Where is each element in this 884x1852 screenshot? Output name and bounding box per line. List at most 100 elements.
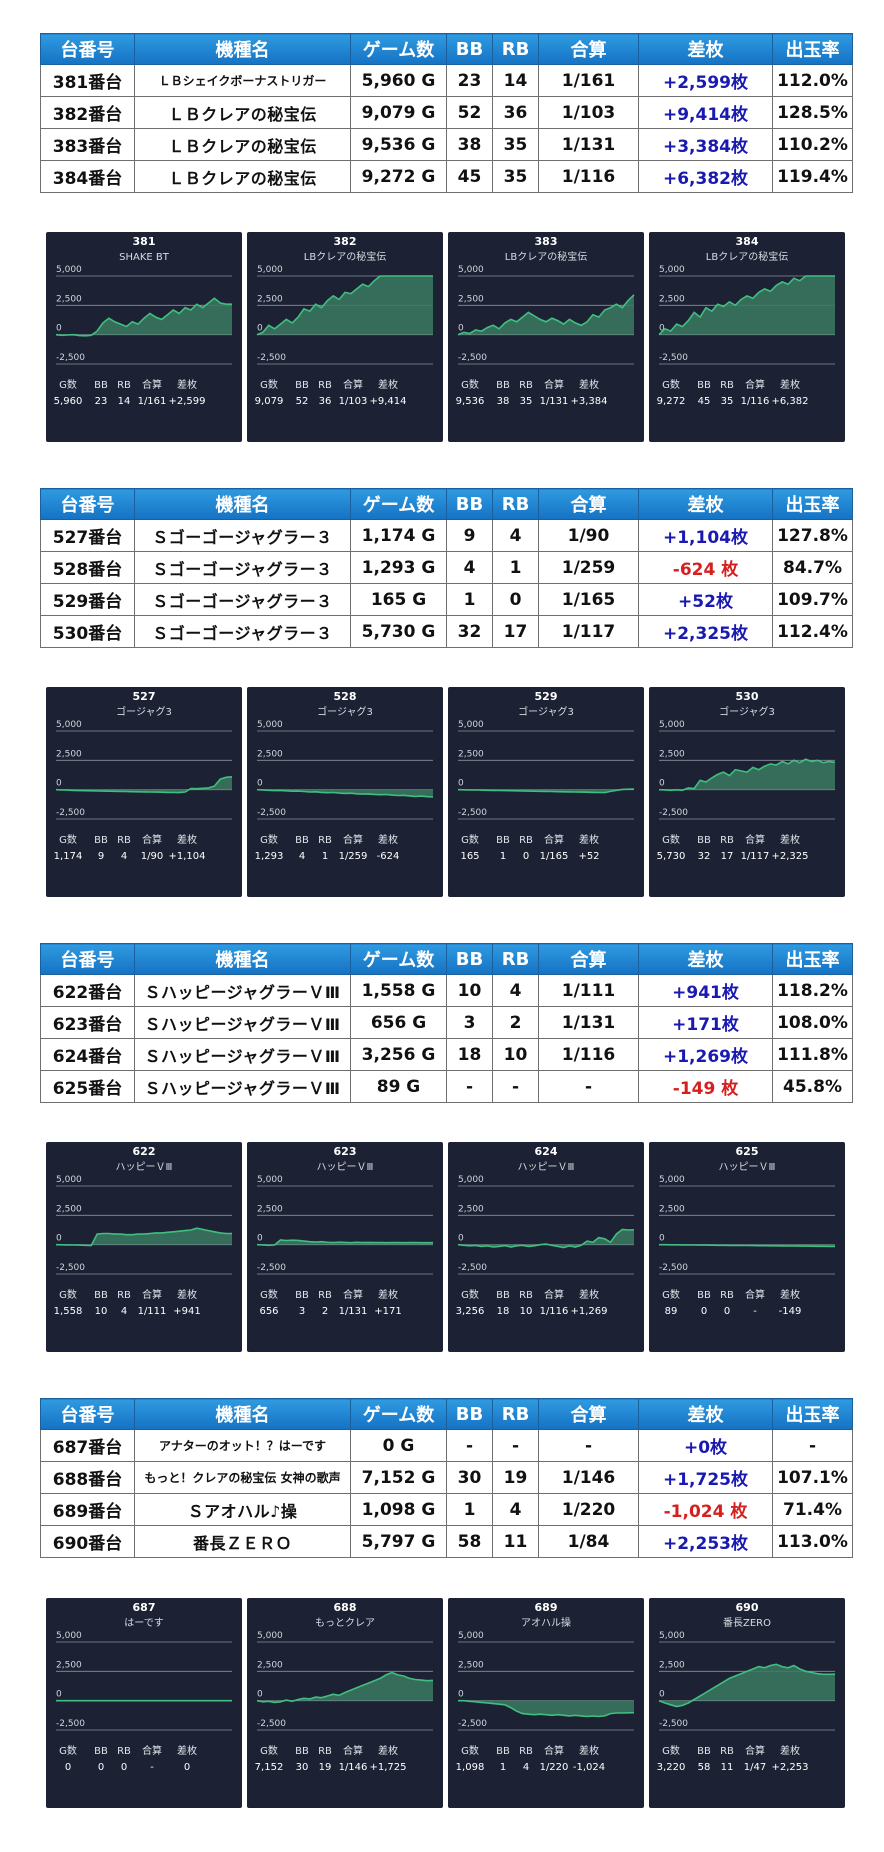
- table-row: 688番台 もっと！クレアの秘宝伝 女神の歌声 7,152 G 30 19 1/…: [40, 1461, 853, 1494]
- series-line: [658, 758, 836, 792]
- chart-svg: 688 もっとクレア 5,000 2,500 0 -2,500 G数 7,152 BB 30 RB 1…: [255, 1601, 434, 1773]
- stat-label: 合算: [544, 1744, 564, 1757]
- stat-value: 1/117: [741, 851, 770, 862]
- model-name: ＳハッピージャグラーＶⅢ: [134, 1038, 351, 1071]
- stat-value: +1,104: [168, 851, 205, 862]
- stat-value: 1/131: [339, 1306, 368, 1317]
- chart-svg: 689 アオハル操 5,000 2,500 0 -2,500 G数 1,098 BB 1 RB 4 合算…: [456, 1601, 635, 1773]
- stat-value: 165: [460, 851, 479, 862]
- diff-medals: +9,414枚: [638, 96, 773, 129]
- stat-label: 差枚: [579, 1744, 599, 1757]
- chart-card: 381 SHAKE BT 5,000 2,500 0 -2,500 G数 5,960 BB 23 R…: [46, 232, 242, 442]
- stat-label: 差枚: [177, 1288, 197, 1301]
- machine-no: 529番台: [40, 583, 135, 616]
- stat-label: BB: [496, 380, 510, 391]
- area-fill: [56, 298, 232, 336]
- model-name: ＬＢシェイクボーナストリガー: [134, 64, 351, 97]
- chart-svg: 690 番長ZERO 5,000 2,500 0 -2,500 G数 3,220 BB 58 RB 1…: [657, 1601, 836, 1773]
- y-tick-label: 0: [257, 1234, 263, 1244]
- header-model: 機種名: [134, 488, 351, 520]
- table-row: 383番台 ＬＢクレアの秘宝伝 9,536 G 38 35 1/131 +3,3…: [40, 128, 853, 161]
- stat-value: +941: [173, 1306, 200, 1317]
- chart-card: 689 アオハル操 5,000 2,500 0 -2,500 G数 1,098 BB 1 RB 4 合算…: [448, 1598, 644, 1808]
- bb-count: 32: [446, 615, 493, 648]
- stat-value: +52: [578, 851, 599, 862]
- stat-label: 差枚: [378, 833, 398, 846]
- stat-value: 1/161: [138, 396, 167, 407]
- header-model: 機種名: [134, 33, 351, 65]
- y-tick-label: 0: [257, 1690, 263, 1700]
- stat-value: 7,152: [255, 1762, 284, 1773]
- stat-value: +1,269: [570, 1306, 607, 1317]
- machine-no: 384番台: [40, 160, 135, 193]
- table-row: 382番台 ＬＢクレアの秘宝伝 9,079 G 52 36 1/103 +9,4…: [40, 96, 853, 129]
- stat-label: 合算: [142, 833, 162, 846]
- stat-value: 1: [322, 851, 328, 862]
- y-tick-label: 5,000: [659, 265, 685, 275]
- stat-label: 合算: [343, 1744, 363, 1757]
- stat-label: 合算: [745, 833, 765, 846]
- stat-label: RB: [117, 1290, 131, 1301]
- stat-label: RB: [318, 1290, 332, 1301]
- y-tick-label: 5,000: [56, 265, 82, 275]
- payout-rate: 113.0%: [772, 1525, 853, 1558]
- table-header-row: 台番号 機種名 ゲーム数 BB RB 合算 差枚 出玉率: [40, 1398, 853, 1430]
- chart-svg: 529 ゴージャグ3 5,000 2,500 0 -2,500 G数 165 BB 1 RB 0 合算 1…: [457, 690, 635, 862]
- header-combined: 合算: [538, 33, 639, 65]
- games: 1,174 G: [350, 519, 447, 552]
- stat-label: BB: [295, 835, 309, 846]
- stat-label: 差枚: [378, 378, 398, 391]
- machine-no: 623番台: [40, 1006, 135, 1039]
- stat-value: 35: [520, 396, 533, 407]
- payout-rate: 84.7%: [772, 551, 853, 584]
- rb-count: 0: [492, 583, 539, 616]
- header-games: ゲーム数: [350, 488, 447, 520]
- chart-svg: 624 ハッピーＶⅢ 5,000 2,500 0 -2,500 G数 3,256 BB 18 RB 1…: [456, 1145, 635, 1317]
- y-tick-label: 5,000: [257, 1631, 283, 1641]
- stat-value: -: [150, 1762, 154, 1773]
- rb-count: 2: [492, 1006, 539, 1039]
- area-fill: [659, 276, 835, 335]
- stat-label: G数: [461, 1288, 479, 1301]
- model-name: ＬＢクレアの秘宝伝: [134, 96, 351, 129]
- table-header-row: 台番号 機種名 ゲーム数 BB RB 合算 差枚 出玉率: [40, 943, 853, 975]
- stat-value: +9,414: [369, 396, 406, 407]
- y-tick-label: -2,500: [56, 1263, 85, 1273]
- payout-rate: 111.8%: [772, 1038, 853, 1071]
- chart-card: 384 LBクレアの秘宝伝 5,000 2,500 0 -2,500 G数 9,272 BB 45…: [649, 232, 845, 442]
- stat-value: 656: [259, 1306, 278, 1317]
- combined-rate: 1/165: [538, 583, 639, 616]
- stat-value: 45: [698, 396, 711, 407]
- stat-value: 0: [184, 1762, 190, 1773]
- slot-table-2: 台番号 機種名 ゲーム数 BB RB 合算 差枚 出玉率 527番台 Ｓゴーゴー…: [40, 488, 853, 648]
- stat-label: RB: [318, 1746, 332, 1757]
- stat-label: RB: [117, 380, 131, 391]
- stat-label: 合算: [142, 378, 162, 391]
- chart-title: 382: [334, 235, 357, 248]
- stat-label: RB: [117, 835, 131, 846]
- combined-rate: 1/131: [538, 1006, 639, 1039]
- stat-value: 17: [721, 851, 734, 862]
- stat-label: G数: [662, 1288, 680, 1301]
- stat-label: RB: [519, 380, 533, 391]
- stat-label: 差枚: [579, 833, 599, 846]
- bb-count: 4: [446, 551, 493, 584]
- series-line: [55, 1227, 233, 1247]
- bb-count: 10: [446, 974, 493, 1007]
- stat-label: 合算: [745, 1288, 765, 1301]
- y-tick-label: 2,500: [458, 1660, 484, 1670]
- stat-label: G数: [260, 378, 278, 391]
- stat-label: RB: [720, 1746, 734, 1757]
- header-rate: 出玉率: [772, 488, 853, 520]
- stat-label: RB: [519, 1290, 533, 1301]
- stat-value: 38: [497, 396, 510, 407]
- stat-label: BB: [295, 1290, 309, 1301]
- area-fill: [458, 1229, 634, 1248]
- payout-rate: 110.2%: [772, 128, 853, 161]
- stat-value: 4: [299, 851, 305, 862]
- payout-rate: 112.4%: [772, 615, 853, 648]
- stat-value: 1: [500, 1762, 506, 1773]
- stat-label: G数: [260, 1744, 278, 1757]
- table-row: 622番台 ＳハッピージャグラーＶⅢ 1,558 G 10 4 1/111 +9…: [40, 974, 853, 1007]
- stat-value: 30: [296, 1762, 309, 1773]
